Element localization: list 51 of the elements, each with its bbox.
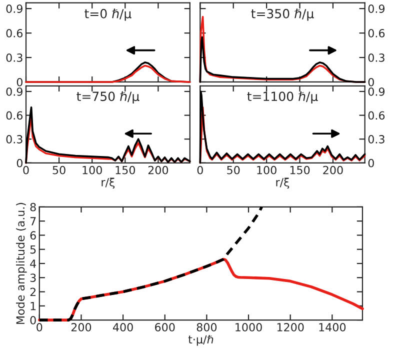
y-tick-label: 0.3 bbox=[6, 135, 22, 144]
annotation: t=0 ℏ/μ bbox=[84, 8, 132, 21]
y-tick-label: 2 bbox=[30, 288, 36, 296]
y-tick-label: 0 bbox=[368, 78, 374, 86]
y-tick-label: 0.3 bbox=[368, 135, 384, 144]
x-tick-label: 50 bbox=[52, 166, 66, 174]
x-tick-label: 600 bbox=[155, 323, 175, 332]
y-tick-label: 0.9 bbox=[368, 4, 385, 13]
y-tick-label: 0 bbox=[30, 316, 36, 324]
x-tick-label: 0 bbox=[23, 166, 29, 174]
x-tick-label: 100 bbox=[257, 166, 276, 174]
x-tick-label: 800 bbox=[196, 323, 217, 332]
annotation: t=1100 ℏ/μ bbox=[247, 91, 318, 104]
annotation: t=350 ℏ/μ bbox=[251, 8, 314, 21]
y-tick-label: 0 bbox=[16, 78, 22, 86]
y-tick-label: 6 bbox=[30, 231, 36, 240]
x-axis-title: t·μ/ℏ bbox=[188, 334, 214, 346]
x-tick-label: 50 bbox=[227, 166, 240, 174]
y-tick-label: 0 bbox=[16, 158, 22, 168]
y-tick-label: 5 bbox=[30, 245, 36, 254]
x-tick-label: 100 bbox=[82, 166, 102, 174]
x-tick-label: 150 bbox=[290, 166, 310, 174]
x-axis-title: r/ξ bbox=[102, 178, 115, 189]
y-tick-label: 0.9 bbox=[6, 87, 22, 96]
y-tick-label: 0 bbox=[368, 158, 374, 168]
y-axis-title: Mode amplitude (a.u.) bbox=[16, 202, 27, 324]
x-tick-label: 150 bbox=[116, 166, 136, 174]
y-tick-label: 8 bbox=[30, 202, 36, 212]
x-tick-label: 200 bbox=[323, 166, 343, 174]
y-tick-label: 3 bbox=[30, 274, 36, 282]
y-tick-label: 0.3 bbox=[6, 53, 22, 62]
x-tick-label: 1400 bbox=[319, 323, 346, 332]
y-tick-label: 0.6 bbox=[6, 111, 23, 120]
y-tick-label: 0.9 bbox=[368, 87, 385, 96]
x-axis-title: r/ξ bbox=[276, 178, 290, 189]
y-tick-label: 1 bbox=[30, 302, 36, 310]
y-tick-label: 7 bbox=[30, 217, 36, 226]
y-tick-label: 0.9 bbox=[6, 4, 22, 13]
x-tick-label: 0 bbox=[36, 323, 42, 332]
y-tick-label: 0.6 bbox=[6, 29, 23, 38]
y-tick-label: 0.3 bbox=[368, 53, 384, 62]
y-tick-label: 0.6 bbox=[368, 111, 385, 120]
annotation: t=750 ℏ/μ bbox=[76, 91, 140, 104]
x-tick-label: 1000 bbox=[236, 323, 262, 332]
x-tick-label: 0 bbox=[197, 166, 203, 174]
y-tick-label: 4 bbox=[30, 260, 36, 268]
x-tick-label: 1200 bbox=[277, 323, 304, 332]
x-tick-label: 200 bbox=[148, 166, 168, 174]
x-tick-label: 200 bbox=[71, 323, 92, 332]
y-tick-label: 0.6 bbox=[368, 29, 385, 38]
x-tick-label: 400 bbox=[112, 323, 133, 332]
